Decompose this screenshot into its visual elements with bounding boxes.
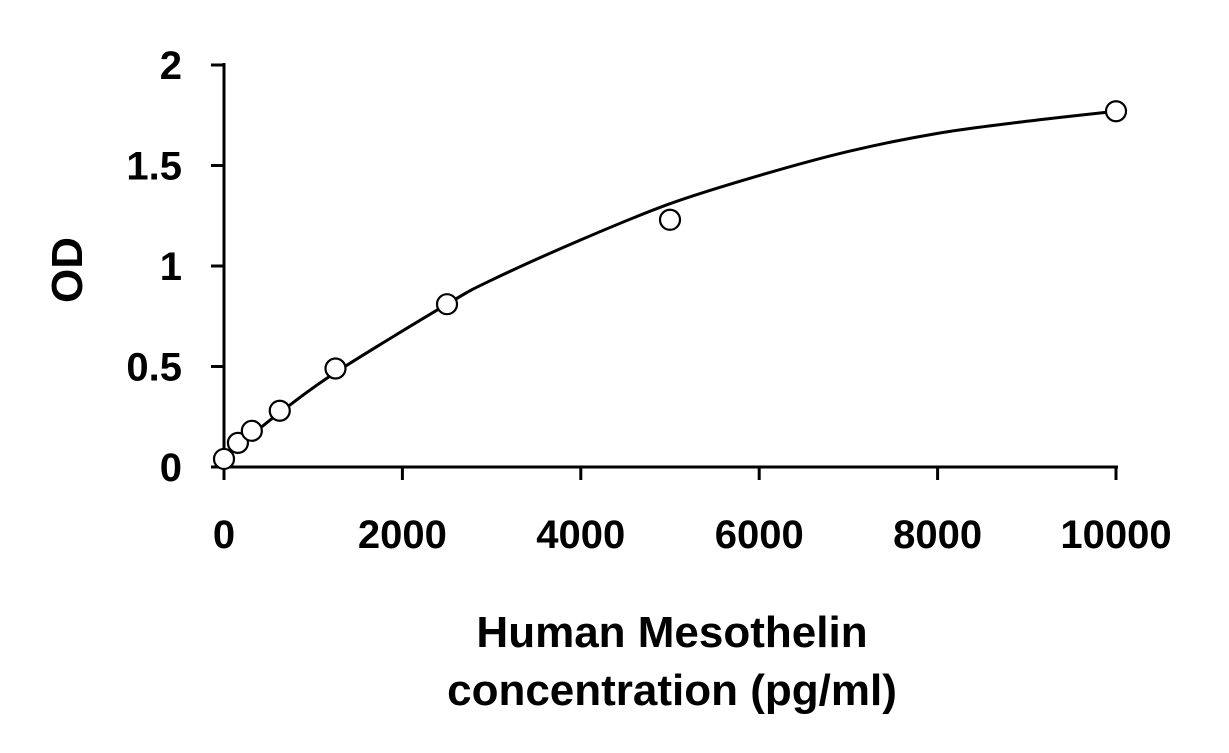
x-axis-ticks: 0 2000 4000 6000 8000 10000 (213, 467, 1172, 557)
fit-curve (223, 109, 1117, 457)
data-point (240, 419, 263, 442)
data-point (658, 208, 682, 231)
y-tick-label: 0 (160, 446, 182, 490)
data-point (435, 293, 459, 316)
x-tick-label: 6000 (715, 513, 804, 557)
x-tick-label: 10000 (1060, 513, 1171, 557)
x-axis-title-line-2: concentration (pg/ml) (447, 666, 897, 715)
data-point (226, 431, 250, 454)
x-tick-label: 0 (213, 513, 235, 557)
data-point (212, 447, 236, 471)
x-tick-label: 8000 (893, 513, 982, 557)
y-axis-title: OD (43, 237, 92, 303)
y-tick-label: 1.5 (126, 145, 182, 189)
y-tick-label: 0.5 (126, 346, 182, 390)
x-tick-label: 2000 (358, 513, 447, 557)
y-tick-label: 1 (160, 245, 182, 289)
x-axis-title-line-1: Human Mesothelin (476, 608, 867, 657)
y-tick-label: 2 (160, 44, 182, 88)
data-point (268, 399, 291, 422)
x-tick-label: 4000 (536, 513, 625, 557)
data-point (324, 357, 347, 380)
y-axis-ticks: 0 0.5 1 1.5 2 (126, 44, 224, 490)
data-points (212, 100, 1128, 471)
data-point (1104, 100, 1128, 123)
